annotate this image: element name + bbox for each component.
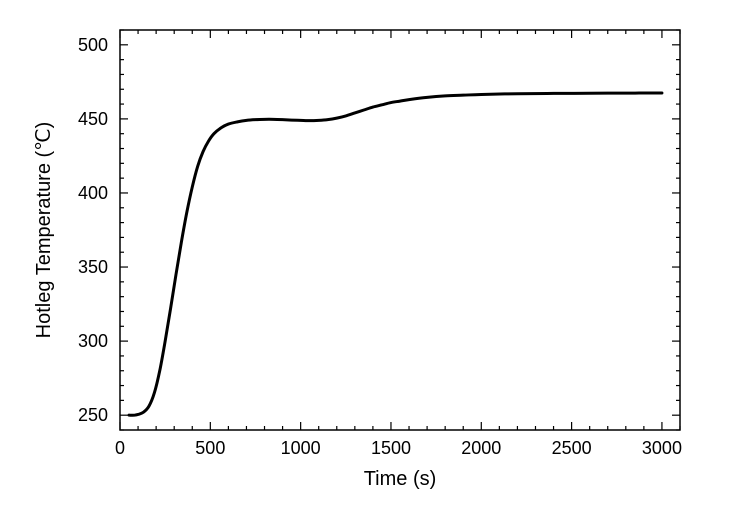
svg-text:Hotleg Temperature (℃): Hotleg Temperature (℃) (33, 122, 55, 339)
line-chart: 0 500 1000 1500 2000 2500 3000 250 300 350 400 450 5… (0, 0, 744, 523)
svg-text:300: 300 (78, 331, 108, 351)
svg-text:1500: 1500 (371, 438, 411, 458)
svg-text:Time (s): Time (s) (364, 468, 437, 490)
svg-text:2500: 2500 (552, 438, 592, 458)
chart-container: 0 500 1000 1500 2000 2500 3000 250 300 350 400 450 5… (0, 0, 744, 523)
svg-text:3000: 3000 (642, 438, 682, 458)
svg-text:500: 500 (78, 35, 108, 55)
svg-text:2000: 2000 (461, 438, 501, 458)
svg-text:1000: 1000 (281, 438, 321, 458)
svg-text:500: 500 (195, 438, 225, 458)
svg-text:450: 450 (78, 109, 108, 129)
svg-text:0: 0 (115, 438, 125, 458)
svg-text:250: 250 (78, 405, 108, 425)
svg-text:400: 400 (78, 183, 108, 203)
svg-text:350: 350 (78, 257, 108, 277)
